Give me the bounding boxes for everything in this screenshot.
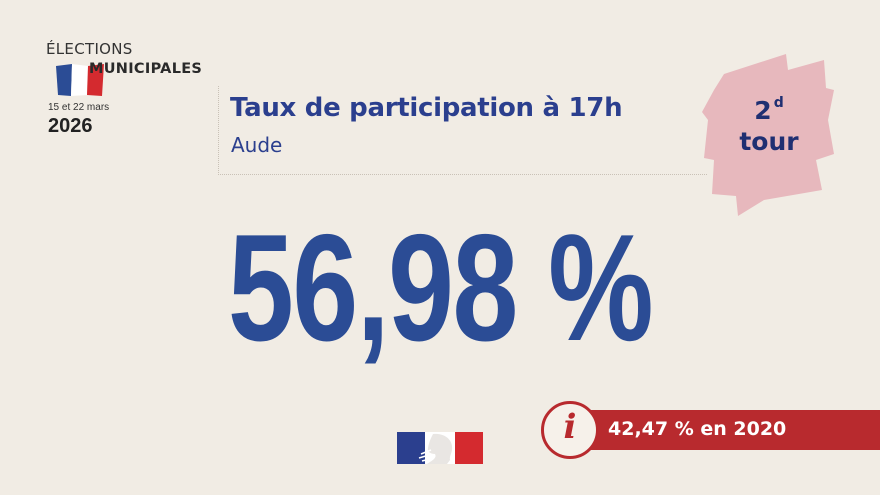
info-banner [572, 410, 880, 450]
logo-dates: 15 et 22 mars [48, 102, 110, 113]
page-subtitle: Aude [231, 133, 283, 157]
logo-year: 2026 [48, 115, 93, 137]
badge-shape [702, 54, 834, 216]
page-title: Taux de participation à 17h [230, 93, 623, 123]
info-icon: i [541, 401, 599, 459]
info-text: 42,47 % en 2020 [608, 418, 787, 440]
badge-superscript: d [773, 95, 784, 111]
participation-rate: 56,98 % [227, 203, 654, 373]
info-glyph: i [563, 407, 577, 447]
elections-logo: ÉLECTIONS MUNICIPALES 15 et 22 mars 2026 [46, 40, 216, 140]
french-flag-icon [56, 64, 104, 96]
logo-municipales-text: MUNICIPALES [89, 61, 203, 77]
badge-word: tour [739, 127, 799, 156]
republique-francaise-logo [397, 432, 483, 464]
header-frame [218, 86, 707, 175]
badge-number: 2 [754, 96, 772, 125]
logo-elections-text: ÉLECTIONS [46, 40, 133, 58]
